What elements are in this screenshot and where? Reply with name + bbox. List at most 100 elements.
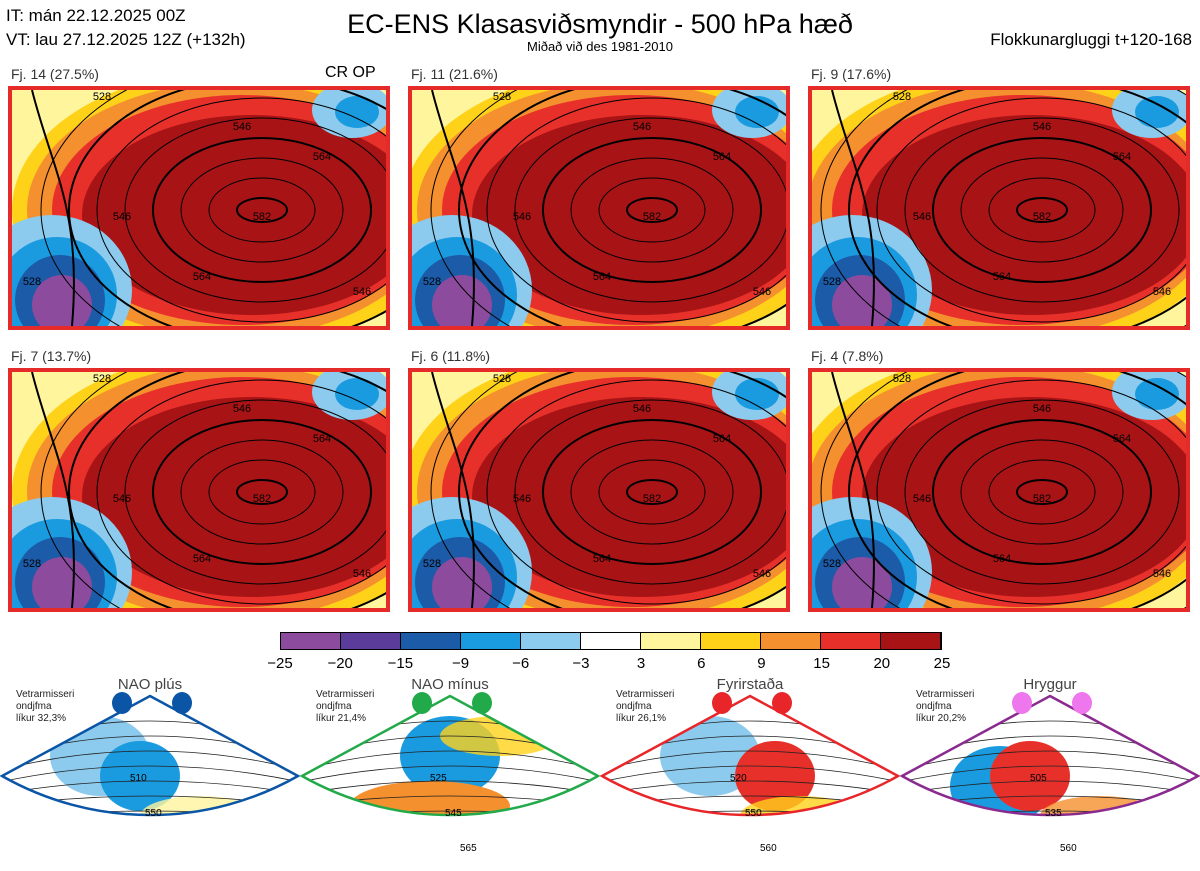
colorbar-swatch <box>581 633 641 649</box>
regime-dot-icon <box>112 692 132 714</box>
regime-dot-icon <box>172 692 192 714</box>
regime-dot-icon <box>1012 692 1032 714</box>
regime-0: 510 550 NAO plús Vetrarmisseri ondjfma líkur… <box>0 676 300 871</box>
contour-label: 546 <box>913 211 931 223</box>
regime-2: 520 550 560 Fyrirstaða Vetrarmisseri ondjfma… <box>600 676 900 871</box>
regime-1: 525 545 565 NAO mínus Vetrarmisseri ondjfma l… <box>300 676 600 871</box>
cluster-label: Fj. 7 (13.7%) <box>11 348 92 364</box>
regime-dot-icon <box>1072 692 1092 714</box>
contour-label: 560 <box>760 843 777 854</box>
cluster-label: Fj. 6 (11.8%) <box>411 348 491 364</box>
contour-label: 564 <box>193 553 211 565</box>
regime-info: Vetrarmisseri ondjfma líkur 21,4% <box>316 689 374 725</box>
contour-label: 528 <box>893 373 911 385</box>
valid-time: VT: lau 27.12.2025 12Z (+132h) <box>6 30 246 49</box>
contour-label: 560 <box>1060 843 1077 854</box>
contour-label: 582 <box>1033 211 1051 223</box>
contour-label: 546 <box>233 121 251 133</box>
contour-label: 546 <box>353 286 371 298</box>
regime-info-line: líkur 21,4% <box>316 713 367 724</box>
colorbar-swatch <box>521 633 581 649</box>
contour-label: 528 <box>893 91 911 103</box>
colorbar-tick-label: 20 <box>873 655 891 672</box>
contour-label: 564 <box>593 553 611 565</box>
contour-label: 528 <box>423 558 441 570</box>
regime-dot-icon <box>712 692 732 714</box>
colorbar-tick-label: −3 <box>572 655 590 672</box>
contour-label: 546 <box>113 493 131 505</box>
contour-label: 564 <box>993 271 1011 283</box>
regime-3: 505 535 560 Hryggur Vetrarmisseri ondjfma lík… <box>900 676 1200 871</box>
contour-label: 520 <box>730 773 747 784</box>
regime-name: NAO plús <box>117 676 183 693</box>
colorbar-swatch <box>641 633 701 649</box>
contour-label: 528 <box>23 558 41 570</box>
contour-label: 564 <box>593 271 611 283</box>
contour-label: 528 <box>823 276 841 288</box>
colorbar-swatch <box>761 633 821 649</box>
contour-label: 546 <box>513 493 531 505</box>
colorbar-tick-label: −20 <box>327 655 353 672</box>
regime-info-line: Vetrarmisseri <box>616 689 675 700</box>
subtitle: Miðað við des 1981-2010 <box>527 39 673 54</box>
colorbar-swatch <box>341 633 401 649</box>
regime-info: Vetrarmisseri ondjfma líkur 32,3% <box>16 689 74 725</box>
contour-label: 546 <box>1033 403 1051 415</box>
contour-label: 546 <box>353 568 371 580</box>
regime-dot-icon <box>772 692 792 714</box>
contour-label: 564 <box>313 151 331 163</box>
regime-name: Hryggur <box>1023 676 1077 693</box>
colorbar-tick-label: 6 <box>697 655 706 672</box>
contour-label: 564 <box>713 151 731 163</box>
colorbar-swatch <box>881 633 941 649</box>
contour-label: 582 <box>643 211 661 223</box>
contour-label: 546 <box>633 121 651 133</box>
colorbar-swatch <box>461 633 521 649</box>
colorbar <box>280 632 942 650</box>
contour-label: 546 <box>1033 121 1051 133</box>
classification-window: Flokkunargluggi t+120-168 <box>990 30 1192 49</box>
regime-dot-icon <box>412 692 432 714</box>
contour-label: 546 <box>753 286 771 298</box>
contour-label: 528 <box>23 276 41 288</box>
regime-info-line: Vetrarmisseri <box>316 689 375 700</box>
cluster-map[interactable]: 528 546 564 582 546 564 528 546 <box>408 86 790 330</box>
regime-info-line: ondjfma <box>916 701 952 712</box>
regime-info-line: líkur 20,2% <box>916 713 967 724</box>
cluster-map[interactable]: 528 546 564 582 546 564 528 546 <box>808 86 1190 330</box>
cluster-label: Fj. 4 (7.8%) <box>811 348 884 364</box>
colorbar-swatch <box>701 633 761 649</box>
regime-info-line: Vetrarmisseri <box>916 689 975 700</box>
colorbar-swatch <box>401 633 461 649</box>
contour-label: 564 <box>993 553 1011 565</box>
cluster-map[interactable]: 528 546 564 582 546 564 528 546 <box>808 368 1190 612</box>
contour-label: 528 <box>93 373 111 385</box>
regime-info-line: líkur 32,3% <box>16 713 67 724</box>
regime-name: Fyrirstaða <box>716 676 784 693</box>
regime-dot-icon <box>472 692 492 714</box>
regime-info-line: líkur 26,1% <box>616 713 667 724</box>
contour-label: 546 <box>113 211 131 223</box>
colorbar-tick-label: 25 <box>933 655 951 672</box>
contour-label: 582 <box>253 211 271 223</box>
regime-info-line: ondjfma <box>316 701 352 712</box>
cluster-map[interactable]: 528 546 564 582 546 564 528 546 <box>408 368 790 612</box>
contour-label: 546 <box>633 403 651 415</box>
regime-name: NAO mínus <box>411 676 489 693</box>
cluster-map[interactable]: 528 546 564 582 546 564 528 546 <box>8 86 390 330</box>
colorbar-tick-label: −15 <box>387 655 414 672</box>
contour-label: 546 <box>1153 568 1171 580</box>
contour-label: 535 <box>1045 808 1062 819</box>
contour-label: 582 <box>643 493 661 505</box>
contour-label: 582 <box>1033 493 1051 505</box>
contour-label: 545 <box>445 808 462 819</box>
contour-label: 546 <box>753 568 771 580</box>
cluster-label: Fj. 14 (27.5%) <box>11 66 99 82</box>
regime-info-line: Vetrarmisseri <box>16 689 75 700</box>
contour-label: 528 <box>93 91 111 103</box>
contour-label: 546 <box>913 493 931 505</box>
colorbar-tick-label: −25 <box>267 655 293 672</box>
contour-label: 528 <box>493 373 511 385</box>
cluster-map[interactable]: 528 546 564 582 546 564 528 546 <box>8 368 390 612</box>
contour-label: 550 <box>145 808 162 819</box>
